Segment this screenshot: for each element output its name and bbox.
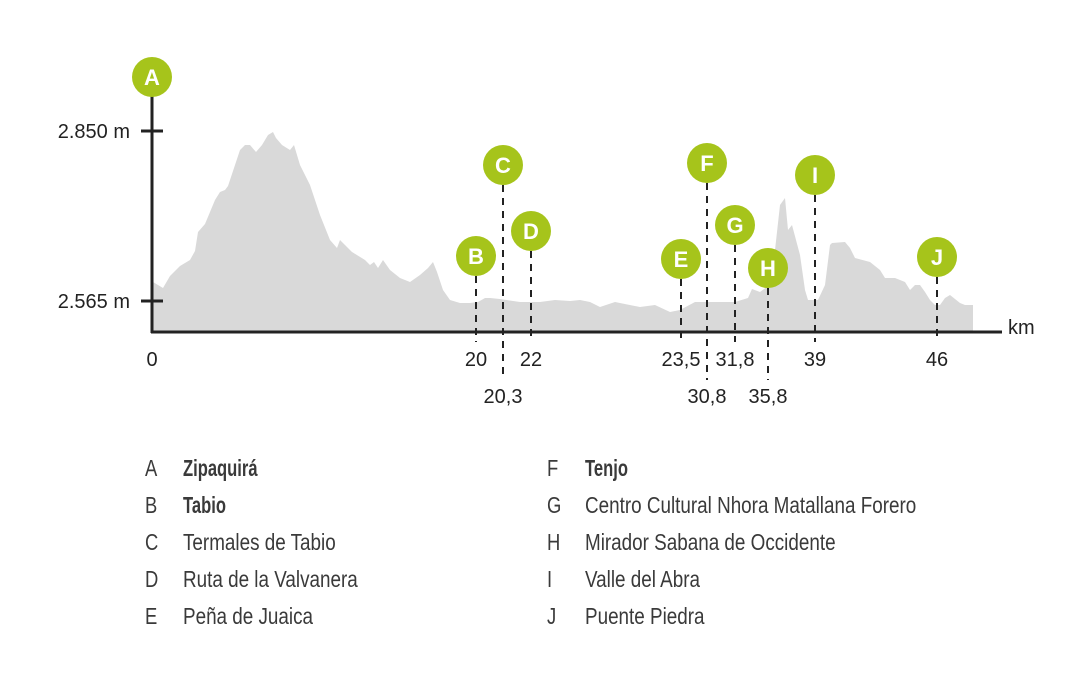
legend-place-name: Termales de Tabio	[183, 529, 336, 555]
legend-letter: E	[145, 603, 158, 629]
marker-letter: B	[468, 244, 484, 269]
legend-letter: F	[547, 455, 559, 481]
marker-letter: A	[144, 65, 160, 90]
legend-item: B Tabio	[145, 487, 396, 524]
legend-item: G Centro Cultural Nhora Matallana Forero	[547, 487, 989, 524]
marker-f	[687, 143, 727, 183]
legend-place-name: Tabio	[183, 492, 226, 518]
x-tick-label: 30,8	[688, 386, 727, 408]
x-tick-label: 0	[146, 349, 157, 371]
y-tick-label: 2.565 m	[58, 291, 130, 313]
x-tick-label: 20,3	[484, 386, 523, 408]
legend-left: A Zipaquirá B Tabio C Termales de Tabio D Ruta …	[145, 450, 396, 635]
x-tick-label: 31,8	[716, 349, 755, 371]
marker-i	[795, 155, 835, 195]
legend-letter: D	[145, 566, 159, 592]
legend-item: H Mirador Sabana de Occidente	[547, 524, 989, 561]
legend-letter: G	[547, 492, 562, 518]
marker-b	[456, 236, 496, 276]
legend-place-name: Tenjo	[585, 455, 628, 481]
y-tick-label: 2.850 m	[58, 121, 130, 143]
legend-place-name: Peña de Juaica	[183, 603, 314, 629]
x-tick-label: 35,8	[749, 386, 788, 408]
legend-item: C Termales de Tabio	[145, 524, 396, 561]
legend-place-name: Centro Cultural Nhora Matallana Forero	[585, 492, 917, 518]
x-tick-label: 23,5	[662, 349, 701, 371]
legend-place-name: Ruta de la Valvanera	[183, 566, 358, 592]
legend-item: I Valle del Abra	[547, 561, 989, 598]
legend-place-name: Zipaquirá	[183, 455, 258, 481]
legend-letter: I	[547, 566, 553, 592]
x-tick-label: 46	[926, 349, 948, 371]
marker-letter: E	[674, 247, 689, 272]
legend-place-name: Valle del Abra	[585, 566, 700, 592]
legend-letter: C	[145, 529, 159, 555]
elevation-profile-area	[153, 132, 973, 332]
marker-g	[715, 205, 755, 245]
legend-place-name: Mirador Sabana de Occidente	[585, 529, 836, 555]
marker-letter: D	[523, 219, 539, 244]
marker-h	[748, 248, 788, 288]
marker-e	[661, 239, 701, 279]
elevation-profile-chart: 2.850 m 2.565 m km A 0 B 20 C 20,3 D 22 E 23,5 F 30…	[58, 57, 1035, 408]
x-tick-label: 22	[520, 349, 542, 371]
marker-letter: G	[726, 213, 743, 238]
marker-letter: F	[700, 151, 713, 176]
legend-right: F Tenjo G Centro Cultural Nhora Matallana F…	[547, 450, 989, 635]
marker-letter: H	[760, 256, 776, 281]
legend-letter: B	[145, 492, 158, 518]
x-tick-label: 39	[804, 349, 826, 371]
legend-letter: H	[547, 529, 561, 555]
marker-letter: I	[812, 163, 818, 188]
marker-letter: J	[931, 245, 943, 270]
marker-letter: C	[495, 153, 511, 178]
legend-letter: J	[547, 603, 557, 629]
marker-a	[132, 57, 172, 97]
legend-item: F Tenjo	[547, 450, 989, 487]
marker-c	[483, 145, 523, 185]
legend-place-name: Puente Piedra	[585, 603, 705, 629]
legend-letter: A	[145, 455, 158, 481]
legend-item: J Puente Piedra	[547, 598, 989, 635]
x-axis-label: km	[1008, 317, 1035, 339]
x-tick-label: 20	[465, 349, 487, 371]
legend-item: E Peña de Juaica	[145, 598, 396, 635]
legend-item: A Zipaquirá	[145, 450, 396, 487]
legend-item: D Ruta de la Valvanera	[145, 561, 396, 598]
marker-j	[917, 237, 957, 277]
marker-d	[511, 211, 551, 251]
